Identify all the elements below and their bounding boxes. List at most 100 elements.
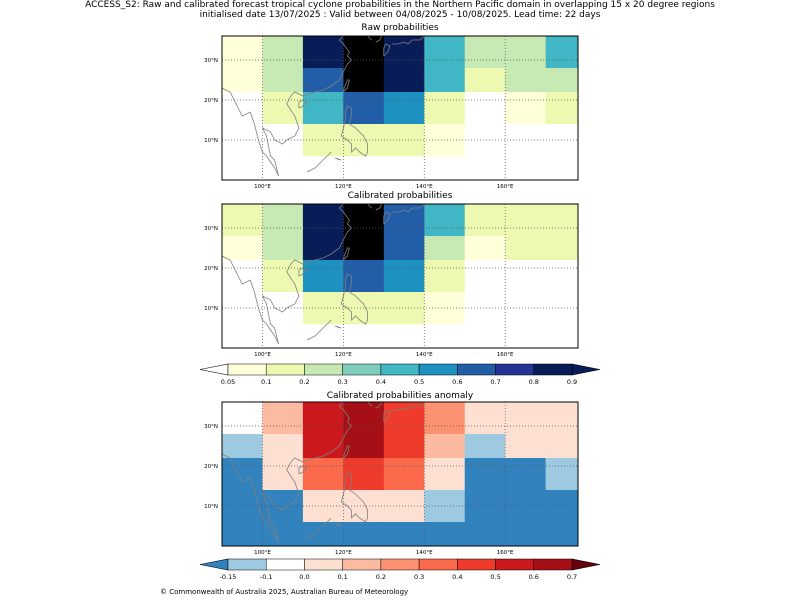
lon-tick-label: 160°E xyxy=(497,550,514,556)
lon-tick-label: 100°E xyxy=(254,352,271,358)
colorbar-tick-label: 0.4 xyxy=(452,573,462,581)
grid-cell xyxy=(545,68,579,93)
colorbar-2: -0.15 -0.1 0.0 0.1 0.2 0.3 0.4 0.5 0.6 0.7 xyxy=(199,558,601,581)
lat-tick-label: 20°N xyxy=(204,464,218,470)
grid-cell xyxy=(464,490,506,523)
grid-cell xyxy=(545,260,579,293)
map-frame xyxy=(221,35,579,181)
grid-cell xyxy=(464,204,506,237)
grid-cell xyxy=(383,236,425,261)
coastline xyxy=(367,36,372,41)
grid-cell xyxy=(464,260,506,293)
grid-cell xyxy=(302,92,344,125)
coastline xyxy=(343,445,350,459)
lon-tick-label: 100°E xyxy=(254,550,271,556)
lon-tick-label: 120°E xyxy=(335,184,352,190)
map-frame xyxy=(221,401,579,547)
grid-cell xyxy=(262,36,304,69)
coastline xyxy=(367,204,372,209)
panel-title-calibrated: Calibrated probabilities xyxy=(347,191,453,201)
grid-cell xyxy=(383,92,425,125)
coastline xyxy=(391,36,425,45)
colorbar-tick-label: -0.15 xyxy=(220,573,237,581)
colorbar-tick-label: 0.1 xyxy=(337,573,347,581)
panel-title-anomaly: Calibrated probabilities anomaly xyxy=(326,391,474,401)
colorbar-tick-label: 0.3 xyxy=(337,378,347,386)
grid-cell xyxy=(424,68,466,93)
grid-cell xyxy=(383,522,425,547)
colorbar-tick-label: 0.6 xyxy=(529,573,539,581)
grid-cell xyxy=(383,458,425,491)
figure-title-line1: ACCESS_S2: Raw and calibrated forecast t… xyxy=(85,0,715,10)
grid-cell xyxy=(424,458,466,491)
coastline xyxy=(391,402,425,411)
colorbar-swatch xyxy=(304,363,343,376)
coastline xyxy=(340,105,369,157)
colorbar-swatch xyxy=(457,558,496,571)
colorbar-swatch xyxy=(380,558,420,571)
grid-cell xyxy=(464,124,506,157)
grid-cell xyxy=(545,36,579,69)
grid-cell xyxy=(343,522,385,547)
lon-tick-label: 100°E xyxy=(254,184,271,190)
colorbar-swatch xyxy=(227,363,267,376)
grid-cell xyxy=(302,36,344,69)
grid-cell xyxy=(262,68,304,93)
colorbar-tick-label: 0.7 xyxy=(567,573,577,581)
colorbar-swatch xyxy=(495,558,535,571)
coastline xyxy=(222,87,279,177)
grid-cell xyxy=(545,434,579,459)
colorbar-tick-label: 0.5 xyxy=(414,378,424,386)
grid-cell xyxy=(464,522,506,547)
colorbar-1: 0.05 0.1 0.2 0.3 0.4 0.5 0.6 0.7 0.8 0.9 xyxy=(199,363,601,386)
grid-cell xyxy=(424,36,466,69)
coastline xyxy=(383,43,391,57)
coastlines xyxy=(222,204,425,345)
colorbar-tick-label: 0.1 xyxy=(261,378,271,386)
colorbar-tick-label: 0.2 xyxy=(376,573,386,581)
coastline xyxy=(222,453,279,543)
grid-cell xyxy=(222,434,263,459)
grid-cell xyxy=(383,260,425,293)
coastline xyxy=(261,402,353,543)
coastline xyxy=(383,409,391,423)
grid-cell xyxy=(464,92,506,125)
coastline xyxy=(343,79,350,93)
colorbar-under-extension xyxy=(199,363,229,376)
grid-cell xyxy=(424,260,466,293)
grid-cell xyxy=(222,204,263,237)
lat-tick-label: 30°N xyxy=(204,424,218,430)
grid-cell xyxy=(383,490,425,523)
colorbar-tick-label: -0.1 xyxy=(260,573,273,581)
coastline xyxy=(335,325,342,329)
grid-cell xyxy=(262,402,304,435)
grid-cell xyxy=(464,36,506,69)
colorbar-swatch xyxy=(533,558,573,571)
colorbar-over-extension xyxy=(571,363,601,376)
coastline xyxy=(391,204,425,213)
coastline xyxy=(375,402,383,409)
coastline xyxy=(261,204,353,345)
grid-cell xyxy=(383,124,425,157)
map-panel-2: 100°E 120°E 140°E 160°E 30°N 20°N 10°N xyxy=(204,203,579,358)
grid-cell xyxy=(464,402,506,435)
grid-cell xyxy=(424,92,466,125)
coastline xyxy=(340,471,369,523)
grid-cell xyxy=(505,402,546,435)
coastline xyxy=(306,151,332,173)
colorbar-swatch xyxy=(457,363,496,376)
grid-cell xyxy=(262,458,304,491)
lon-tick-label: 120°E xyxy=(335,352,352,358)
grid-cell xyxy=(262,92,304,125)
grid-cell xyxy=(222,458,263,491)
grid-cell xyxy=(262,434,304,459)
colorbar-swatch xyxy=(342,363,382,376)
grid-cell xyxy=(302,458,344,491)
coastline xyxy=(383,211,391,225)
coastline xyxy=(298,465,308,475)
grid-cell xyxy=(464,68,506,93)
grid-cell xyxy=(464,458,506,491)
colorbar-swatch xyxy=(342,558,382,571)
grid-cell xyxy=(343,434,385,459)
coastline xyxy=(261,36,353,177)
